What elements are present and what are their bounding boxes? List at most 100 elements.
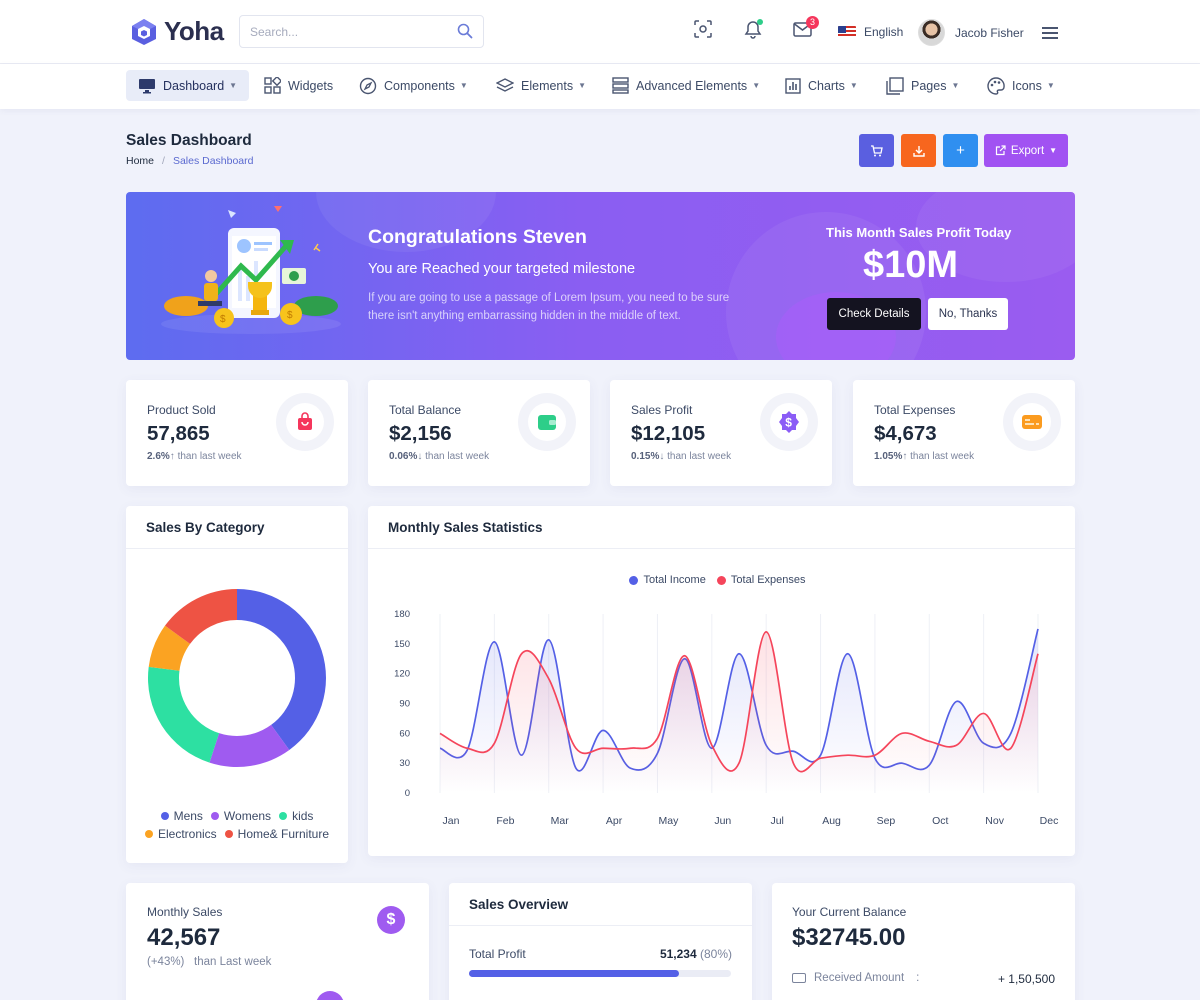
legend-dot <box>224 830 233 838</box>
donut-slice-mens[interactable] <box>237 589 326 751</box>
legend-label: Total Expenses <box>730 574 806 586</box>
chevron-down-icon: ▼ <box>459 81 468 90</box>
messages-button[interactable]: 3 <box>793 16 819 42</box>
total-profit-label: Total Profit <box>469 947 526 961</box>
legend-dot <box>210 812 219 820</box>
brand-logo[interactable]: Yoha <box>130 16 224 47</box>
mail-badge: 3 <box>806 16 819 29</box>
legend-item[interactable]: Total Income <box>629 574 706 586</box>
stat-value: $4,673 <box>874 422 937 445</box>
cube-logo-icon <box>132 18 156 45</box>
search-icon[interactable] <box>457 23 473 39</box>
user-name: Jacob Fisher <box>955 25 1024 40</box>
export-button[interactable]: Export ▼ <box>984 134 1068 167</box>
category-donut-chart[interactable] <box>147 588 327 768</box>
donut-slice-kids[interactable] <box>148 666 220 763</box>
nav-charts[interactable]: Charts ▼ <box>773 70 870 101</box>
total-profit-value-group: 51,234 (80%) <box>660 947 732 961</box>
nav-icons[interactable]: Icons ▼ <box>975 70 1067 101</box>
stat-label: Product Sold <box>147 403 216 417</box>
arrow-down-icon: ↓ <box>659 451 665 462</box>
legend-label: Mens <box>173 809 203 823</box>
x-tick-label: Nov <box>985 815 1004 827</box>
donut-slice-electronics[interactable] <box>148 625 191 671</box>
no-thanks-button[interactable]: No, Thanks <box>928 298 1008 330</box>
dollar-icon: $ <box>377 906 405 934</box>
y-tick-label: 0 <box>405 788 410 799</box>
chart-marker <box>316 991 344 1000</box>
category-legend: Mens Womens kids Electronics Home& Furnitur… <box>126 807 348 843</box>
cart-button[interactable] <box>859 134 894 167</box>
legend-item[interactable]: Womens <box>210 807 272 825</box>
notification-dot <box>757 19 763 25</box>
menu-toggle-button[interactable] <box>1042 26 1058 44</box>
donut-slice-home-furniture[interactable] <box>164 589 237 644</box>
breadcrumb-current: Sales Dashboard <box>172 155 254 167</box>
legend-item[interactable]: Electronics <box>144 825 217 843</box>
avatar <box>918 19 945 46</box>
language-selector[interactable]: English <box>838 25 903 39</box>
received-label: Received Amount <box>814 972 905 984</box>
x-tick-label: Aug <box>822 815 841 827</box>
caret-down-icon: ▼ <box>1049 146 1058 155</box>
sales-by-category-card: Sales By Category Mens Womens kids Electro… <box>126 506 348 863</box>
wallet-icon <box>538 415 556 430</box>
download-icon <box>912 145 925 157</box>
nav-pages[interactable]: Pages ▼ <box>874 70 971 101</box>
monthly-sales-change-value: (+43%) <box>147 956 185 968</box>
layers-icon <box>496 77 514 92</box>
monitor-icon <box>139 78 155 93</box>
add-button[interactable]: + <box>943 134 978 167</box>
breadcrumb-home[interactable]: Home <box>126 155 155 167</box>
nav-advanced-elements[interactable]: Advanced Elements ▼ <box>600 70 772 101</box>
bell-icon <box>744 21 762 39</box>
stat-icon-inner <box>286 403 324 441</box>
top-header: Yoha 3 English Jacob Fisher <box>0 0 1200 64</box>
hamburger-icon <box>1042 27 1058 39</box>
received-value: + 1,50,500 <box>997 972 1055 986</box>
cart-icon <box>871 144 883 156</box>
notifications-button[interactable] <box>744 19 763 44</box>
x-tick-label: Jun <box>714 815 731 827</box>
stat-change-suffix: than last week <box>910 451 975 462</box>
donut-slice-womens[interactable] <box>209 724 290 767</box>
stat-card-product-sold: Product Sold 57,865 2.6%↑ than last week <box>126 380 348 486</box>
chevron-down-icon: ▼ <box>1046 81 1055 90</box>
nav-components[interactable]: Components ▼ <box>347 70 480 101</box>
legend-item[interactable]: Mens <box>160 807 203 825</box>
legend-label: Womens <box>223 809 272 823</box>
legend-item[interactable]: Total Expenses <box>716 574 806 586</box>
language-label: English <box>864 25 904 39</box>
nav-widgets[interactable]: Widgets <box>252 70 345 101</box>
legend-label: Electronics <box>157 827 217 841</box>
received-separator: : <box>916 972 920 984</box>
user-menu[interactable]: Jacob Fisher <box>918 19 1024 46</box>
y-tick-label: 150 <box>394 639 410 650</box>
credit-card-icon <box>1022 415 1042 429</box>
legend-item[interactable]: Home& Furniture <box>224 825 329 843</box>
fullscreen-button[interactable] <box>694 20 712 43</box>
card-title: Sales Overview <box>469 897 569 912</box>
nav-label: Elements <box>521 78 574 93</box>
banner-decoration <box>726 212 926 360</box>
x-tick-label: May <box>659 815 680 827</box>
nav-dashboard[interactable]: Dashboard ▼ <box>126 70 250 101</box>
x-tick-label: Apr <box>606 815 623 827</box>
cash-icon <box>792 973 806 983</box>
nav-elements[interactable]: Elements ▼ <box>484 70 598 101</box>
download-button[interactable] <box>901 134 936 167</box>
check-details-button[interactable]: Check Details <box>827 298 921 330</box>
stat-value: $12,105 <box>631 422 706 445</box>
card-divider <box>126 548 348 549</box>
series-line-total-expenses[interactable] <box>439 631 1039 773</box>
balance-value: $32745.00 <box>792 924 906 951</box>
nav-label: Charts <box>808 78 845 93</box>
banner-title: Congratulations Steven <box>368 226 587 248</box>
nav-label: Icons <box>1012 78 1042 93</box>
search-input[interactable] <box>240 16 440 47</box>
monthly-line-chart[interactable]: Jan Feb Mar Apr May Jun Jul Aug Sep Oct Nov Dec 180 1… <box>368 596 1075 836</box>
stat-change-suffix: than last week <box>667 451 732 462</box>
stat-icon-inner <box>528 403 566 441</box>
received-amount-row: Received Amount : <box>792 972 919 984</box>
legend-item[interactable]: kids <box>279 807 313 825</box>
